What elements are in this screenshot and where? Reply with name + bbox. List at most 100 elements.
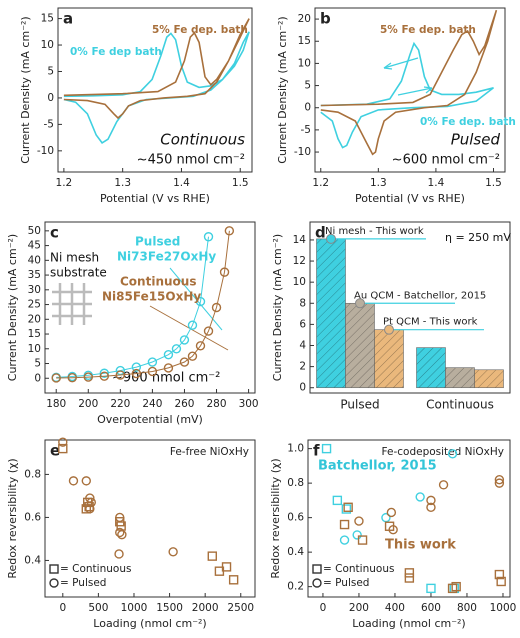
y-tick-label: 5 [34, 358, 41, 370]
data-point [171, 344, 182, 354]
data-point [168, 547, 178, 557]
panel-letter: e [50, 442, 60, 460]
x-tick-label: 180 [46, 398, 66, 410]
data-point [81, 504, 91, 514]
legend-label: = Continuous [323, 563, 394, 575]
legend-label: Ni mesh - This work [325, 226, 424, 237]
x-tick-label: 2000 [192, 602, 219, 614]
data-point [404, 568, 415, 578]
data-point [85, 504, 95, 514]
data-point [496, 576, 506, 587]
data-point [99, 371, 110, 381]
data-point [115, 512, 125, 523]
arrow [397, 87, 433, 96]
data-point [207, 551, 217, 561]
data-point [219, 267, 230, 277]
y-tick-label: 12 [293, 255, 306, 267]
cv-curve [320, 41, 494, 149]
data-point [115, 527, 125, 538]
annotation: Continuous [160, 131, 245, 149]
y-tick-label: 20 [28, 313, 41, 325]
plot-frame [57, 7, 253, 173]
data-point [58, 443, 68, 454]
data-point [195, 296, 206, 307]
panel-title: Fe-codeposited NiOxHy [382, 446, 504, 458]
x-tick-label: Pulsed [340, 398, 379, 412]
data-point [117, 529, 127, 540]
data-point [339, 519, 350, 530]
data-point [68, 476, 79, 486]
y-tick-label: -10 [294, 146, 311, 158]
data-point [115, 370, 126, 380]
legend-marker [384, 324, 394, 335]
plot-frame [309, 221, 511, 394]
x-tick-label: 200 [349, 602, 369, 614]
panel-letter: c [50, 224, 59, 242]
data-point [357, 535, 368, 545]
annotation: Ni mesh [50, 251, 99, 265]
legend-marker [326, 233, 336, 244]
bar [445, 367, 475, 389]
data-point [494, 478, 505, 488]
y-tick-label: -5 [44, 118, 54, 130]
bar [374, 329, 404, 389]
series-label: 0% Fe dep bath [70, 46, 162, 58]
data-point [114, 549, 124, 559]
data-point [131, 362, 142, 372]
data-point [147, 366, 158, 377]
data-point [447, 583, 458, 594]
panel-title: Fe-free NiOxHy [170, 446, 249, 458]
y-tick-label: 10 [298, 57, 311, 69]
y-tick-label: 14 [293, 234, 307, 246]
annotation: This work [385, 538, 456, 553]
data-point [163, 349, 174, 360]
x-tick-label: 1000 [490, 602, 517, 614]
y-tick-label: 0.8 [24, 468, 41, 480]
x-tick-label: 200 [78, 398, 98, 410]
data-point [81, 476, 91, 486]
y-tick-label: 5 [304, 80, 311, 92]
y-tick-label: 15 [28, 328, 41, 340]
x-tick-label: 1.5 [232, 177, 249, 189]
x-tick-label: 1000 [121, 602, 148, 614]
y-tick-label: 10 [293, 276, 306, 288]
arrows [383, 57, 433, 96]
legend-marker [312, 578, 322, 588]
data-point [494, 474, 505, 485]
data-point [426, 495, 436, 506]
y-tick-label: 0.8 [287, 477, 304, 489]
annotation: ~600 nmol cm⁻² [392, 153, 500, 168]
plot-frame [44, 221, 256, 394]
data-point [179, 357, 190, 367]
arrow-head [423, 86, 433, 94]
data-point [332, 495, 343, 506]
x-tick-label: 0 [59, 602, 66, 614]
x-tick-label: 1500 [156, 602, 183, 614]
plot-frame [307, 439, 511, 598]
y-tick-label: 6 [299, 318, 306, 330]
data-point [388, 525, 398, 535]
y-tick-label: 0.2 [287, 581, 304, 593]
y-tick-label: 30 [28, 284, 41, 296]
y-tick-label: 45 [28, 240, 41, 252]
x-tick-label: 600 [421, 602, 441, 614]
series-formula: Ni85Fe15OxHy [102, 290, 201, 304]
y-tick-label: 15 [298, 35, 311, 47]
x-tick-label: 260 [174, 398, 194, 410]
x-axis-label: Loading (nmol cm⁻²) [352, 617, 465, 630]
data-point [203, 232, 214, 242]
mesh-icon [52, 283, 92, 325]
data-point [67, 372, 77, 383]
y-axis-label: Current Density (mA cm⁻²) [19, 16, 32, 163]
y-tick-label: 0.4 [287, 546, 304, 558]
y-tick-label: 4 [299, 340, 306, 352]
y-tick-label: 0.6 [24, 511, 41, 523]
x-axis-label: Loading (nmol cm⁻²) [93, 617, 206, 630]
x-tick-label: 1.4 [173, 177, 190, 189]
series-label: 5% Fe dep. bath [152, 24, 248, 36]
data-point [203, 326, 214, 336]
data-point [99, 368, 110, 378]
legend-label: = Pulsed [323, 577, 369, 589]
data-point [85, 493, 95, 503]
